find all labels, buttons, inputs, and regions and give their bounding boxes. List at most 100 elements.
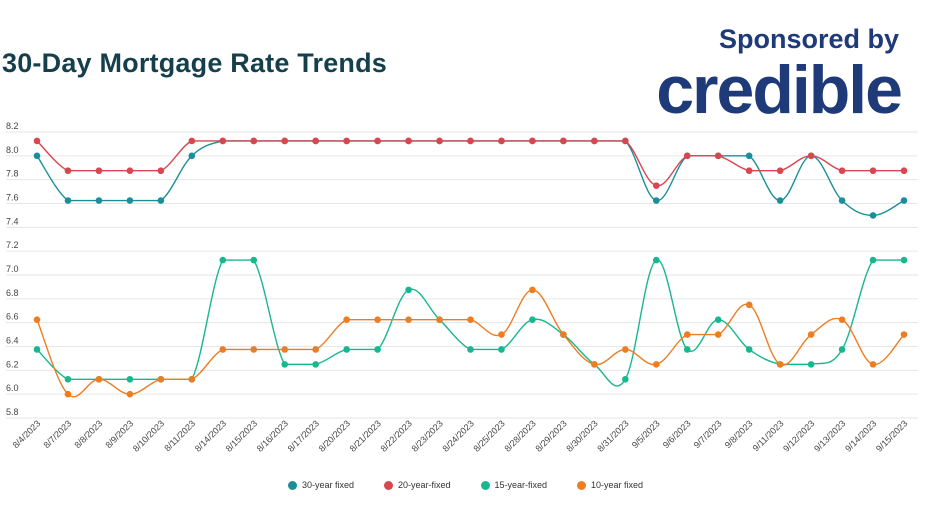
y-tick-label: 6.8 — [6, 288, 19, 298]
data-point — [652, 182, 660, 189]
x-tick-label: 8/14/2023 — [193, 418, 228, 453]
data-point — [126, 375, 134, 383]
data-point — [126, 390, 134, 398]
data-point — [714, 316, 722, 323]
data-point — [374, 346, 381, 353]
x-tick-label: 8/8/2023 — [72, 418, 104, 450]
data-point — [312, 137, 319, 145]
y-tick-label: 6.4 — [6, 336, 19, 346]
y-tick-label: 6.6 — [6, 312, 19, 322]
series-line — [36, 140, 905, 217]
data-point — [560, 137, 567, 145]
y-tick-label: 8.0 — [6, 145, 19, 155]
data-point — [64, 375, 72, 383]
x-tick-label: 8/15/2023 — [224, 418, 259, 453]
data-point — [95, 197, 103, 204]
data-point — [869, 167, 877, 175]
x-tick-label: 8/31/2023 — [595, 418, 630, 453]
x-tick-label: 9/6/2023 — [661, 418, 693, 450]
x-tick-label: 8/9/2023 — [103, 418, 135, 450]
chart-grid — [6, 131, 918, 419]
data-point — [900, 331, 908, 338]
data-point — [683, 346, 691, 353]
x-tick-label: 8/23/2023 — [410, 418, 445, 453]
y-tick-label: 7.8 — [6, 169, 19, 179]
data-point — [126, 167, 134, 175]
data-point — [622, 137, 629, 145]
legend-marker — [383, 480, 393, 490]
data-point — [343, 137, 350, 145]
data-point — [188, 152, 196, 160]
x-tick-label: 8/11/2023 — [162, 418, 197, 453]
legend-item: 10-year fixed — [577, 480, 643, 490]
data-point — [529, 286, 536, 294]
series-line — [36, 289, 905, 398]
data-point — [64, 390, 72, 398]
data-point — [312, 346, 319, 353]
data-point — [343, 346, 350, 353]
data-point — [281, 346, 289, 353]
x-tick-label: 8/4/2023 — [11, 418, 43, 450]
y-tick-label: 7.6 — [6, 193, 19, 203]
data-point — [250, 256, 258, 264]
data-point — [838, 197, 846, 204]
data-point — [436, 316, 443, 323]
x-tick-label: 8/16/2023 — [255, 418, 290, 453]
legend-item: 20-year-fixed — [383, 480, 451, 490]
x-tick-label: 8/28/2023 — [502, 418, 537, 453]
data-point — [807, 331, 815, 338]
chart-title: 30-Day Mortgage Rate Trends — [2, 48, 388, 78]
data-point — [838, 346, 846, 353]
y-axis: 5.8 6.0 6.2 6.4 6.6 6.8 7.0 7.2 7.4 7.6 7.8 8.0 8.2 — [6, 121, 19, 417]
y-tick-label: 5.8 — [6, 407, 19, 417]
data-point — [745, 152, 753, 160]
data-point — [498, 137, 505, 145]
x-tick-label: 8/29/2023 — [533, 418, 568, 453]
data-point — [900, 197, 908, 204]
data-point — [436, 137, 443, 145]
legend-item: 30-year fixed — [287, 480, 354, 490]
data-point — [745, 301, 753, 309]
data-point — [405, 137, 412, 145]
legend-label: 20-year-fixed — [397, 480, 451, 490]
legend-marker — [287, 480, 297, 490]
data-point — [219, 346, 227, 353]
x-tick-label: 8/30/2023 — [564, 418, 599, 453]
data-point — [467, 346, 474, 353]
series-20-year-fixed — [33, 137, 908, 189]
data-point — [745, 346, 753, 353]
data-point — [157, 375, 165, 383]
data-point — [591, 137, 598, 145]
data-point — [188, 137, 196, 145]
data-point — [33, 152, 41, 160]
data-point — [374, 137, 381, 145]
data-point — [869, 212, 877, 219]
sponsor-logo: credible — [656, 52, 903, 128]
legend-label: 30-year fixed — [301, 480, 354, 490]
y-tick-label: 6.2 — [6, 359, 19, 369]
x-tick-label: 9/14/2023 — [843, 418, 878, 453]
y-tick-label: 7.2 — [6, 240, 19, 250]
data-point — [714, 331, 722, 338]
data-point — [838, 167, 846, 175]
x-tick-label: 9/5/2023 — [630, 418, 662, 450]
legend-marker — [480, 480, 490, 490]
x-tick-label: 9/8/2023 — [723, 418, 755, 450]
data-point — [33, 137, 41, 145]
legend-item: 15-year-fixed — [480, 480, 547, 490]
data-point — [467, 316, 474, 323]
data-point — [498, 331, 505, 338]
y-tick-label: 6.0 — [6, 383, 19, 393]
x-tick-label: 8/21/2023 — [348, 418, 383, 453]
data-point — [622, 375, 629, 383]
data-point — [405, 286, 412, 294]
y-tick-label: 7.4 — [6, 216, 19, 226]
y-tick-label: 7.0 — [6, 264, 19, 274]
data-point — [64, 167, 72, 175]
data-point — [807, 152, 815, 160]
data-point — [591, 361, 598, 368]
x-axis: 8/4/2023 8/7/2023 8/8/2023 8/9/20238/10/202… — [11, 418, 910, 453]
x-tick-label: 9/12/2023 — [781, 418, 816, 453]
data-point — [250, 137, 258, 145]
data-point — [529, 137, 536, 145]
